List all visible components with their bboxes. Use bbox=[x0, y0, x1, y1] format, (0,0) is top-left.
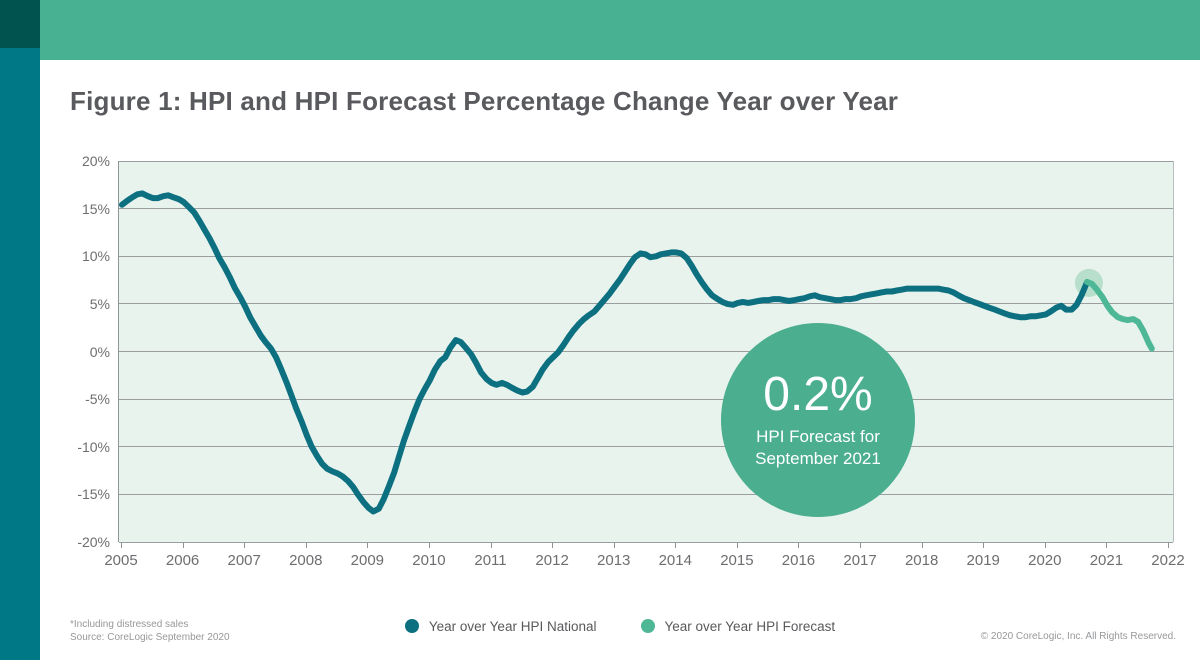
x-axis-tick bbox=[921, 542, 923, 548]
forecast-badge-line1: HPI Forecast for bbox=[756, 427, 880, 446]
x-axis-label: 2022 bbox=[1151, 552, 1185, 569]
y-axis-label: -15% bbox=[77, 486, 110, 503]
x-axis-tick bbox=[490, 542, 492, 548]
chart-plot-area bbox=[118, 160, 1174, 543]
y-axis-label: -10% bbox=[77, 438, 110, 455]
x-axis-label: 2005 bbox=[104, 552, 138, 569]
chart-lines-svg bbox=[119, 190, 1155, 515]
x-axis-label: 2017 bbox=[843, 552, 877, 569]
legend-label-forecast: Year over Year HPI Forecast bbox=[664, 618, 836, 634]
x-axis-tick bbox=[244, 542, 246, 548]
legend-swatch-forecast-icon bbox=[640, 619, 655, 633]
x-axis-label: 2013 bbox=[597, 552, 631, 569]
gridline bbox=[119, 446, 1173, 448]
gridline bbox=[119, 160, 1173, 162]
gridline bbox=[119, 303, 1173, 305]
chart-legend: Year over Year HPI National Year over Ye… bbox=[40, 612, 1200, 640]
legend-swatch-national-icon bbox=[404, 619, 419, 633]
x-axis-tick bbox=[552, 542, 554, 548]
x-axis-label: 2014 bbox=[658, 552, 692, 569]
x-axis-tick bbox=[613, 542, 615, 548]
y-axis-label: 10% bbox=[81, 248, 110, 265]
x-axis-tick bbox=[675, 542, 677, 548]
legend-item-national: Year over Year HPI National bbox=[404, 618, 597, 634]
y-axis-label: -5% bbox=[85, 391, 110, 408]
x-axis-tick bbox=[798, 542, 800, 548]
x-axis-label: 2020 bbox=[1028, 552, 1062, 569]
national-line bbox=[119, 190, 1091, 515]
y-axis-label: 5% bbox=[89, 295, 110, 312]
legend-label-national: Year over Year HPI National bbox=[428, 618, 597, 634]
gridline bbox=[119, 493, 1173, 495]
forecast-badge-value: 0.2% bbox=[763, 368, 873, 421]
x-axis-label: 2015 bbox=[720, 552, 754, 569]
figure-title: Figure 1: HPI and HPI Forecast Percentag… bbox=[70, 86, 899, 116]
x-axis-tick bbox=[182, 542, 184, 548]
legend-item-forecast: Year over Year HPI Forecast bbox=[640, 618, 836, 634]
x-axis-label: 2019 bbox=[966, 552, 1000, 569]
gridline bbox=[119, 351, 1173, 352]
sidebar-accent-bar bbox=[0, 0, 40, 660]
y-axis-label: -20% bbox=[77, 534, 110, 550]
x-axis-tick bbox=[428, 542, 430, 548]
y-axis-label: 0% bbox=[89, 343, 110, 360]
chart-footnote: *Including distressed sales Source: Core… bbox=[70, 618, 230, 644]
x-axis-label: 2012 bbox=[535, 552, 569, 569]
sidebar-corner-block bbox=[0, 0, 40, 48]
x-axis-label: 2008 bbox=[289, 552, 323, 569]
gridline bbox=[119, 541, 1173, 543]
header-banner bbox=[40, 0, 1200, 60]
x-axis-label: 2018 bbox=[904, 552, 939, 569]
x-axis-label: 2011 bbox=[474, 552, 507, 569]
x-axis-label: 2009 bbox=[350, 552, 385, 569]
x-axis-tick bbox=[860, 542, 862, 548]
forecast-badge-line2: September 2021 bbox=[755, 449, 881, 468]
forecast-line bbox=[1084, 279, 1155, 352]
x-axis-tick bbox=[1044, 542, 1046, 548]
copyright-notice: © 2020 CoreLogic, Inc. All Rights Reserv… bbox=[980, 631, 1176, 642]
x-axis-tick bbox=[983, 542, 985, 548]
x-axis-tick bbox=[1106, 542, 1108, 548]
x-axis-tick bbox=[736, 542, 738, 548]
x-axis-label: 2010 bbox=[412, 552, 446, 569]
x-axis-label: 2021 bbox=[1089, 552, 1124, 569]
footnote-line1: *Including distressed sales bbox=[70, 619, 189, 630]
footnote-line2: Source: CoreLogic September 2020 bbox=[70, 632, 230, 643]
x-axis-label: 2016 bbox=[781, 552, 816, 569]
x-axis-tick bbox=[367, 542, 369, 548]
forecast-badge: 0.2% HPI Forecast for September 2021 bbox=[721, 323, 915, 517]
y-axis-label: 15% bbox=[81, 200, 110, 217]
gridline bbox=[119, 208, 1173, 210]
x-axis-label: 2007 bbox=[227, 552, 261, 569]
x-axis-tick bbox=[121, 542, 122, 548]
x-axis-tick bbox=[1167, 542, 1169, 548]
gridline bbox=[119, 398, 1173, 400]
x-axis-tick bbox=[305, 542, 307, 548]
y-axis-label: 20% bbox=[81, 153, 110, 169]
x-axis-label: 2006 bbox=[165, 552, 200, 569]
